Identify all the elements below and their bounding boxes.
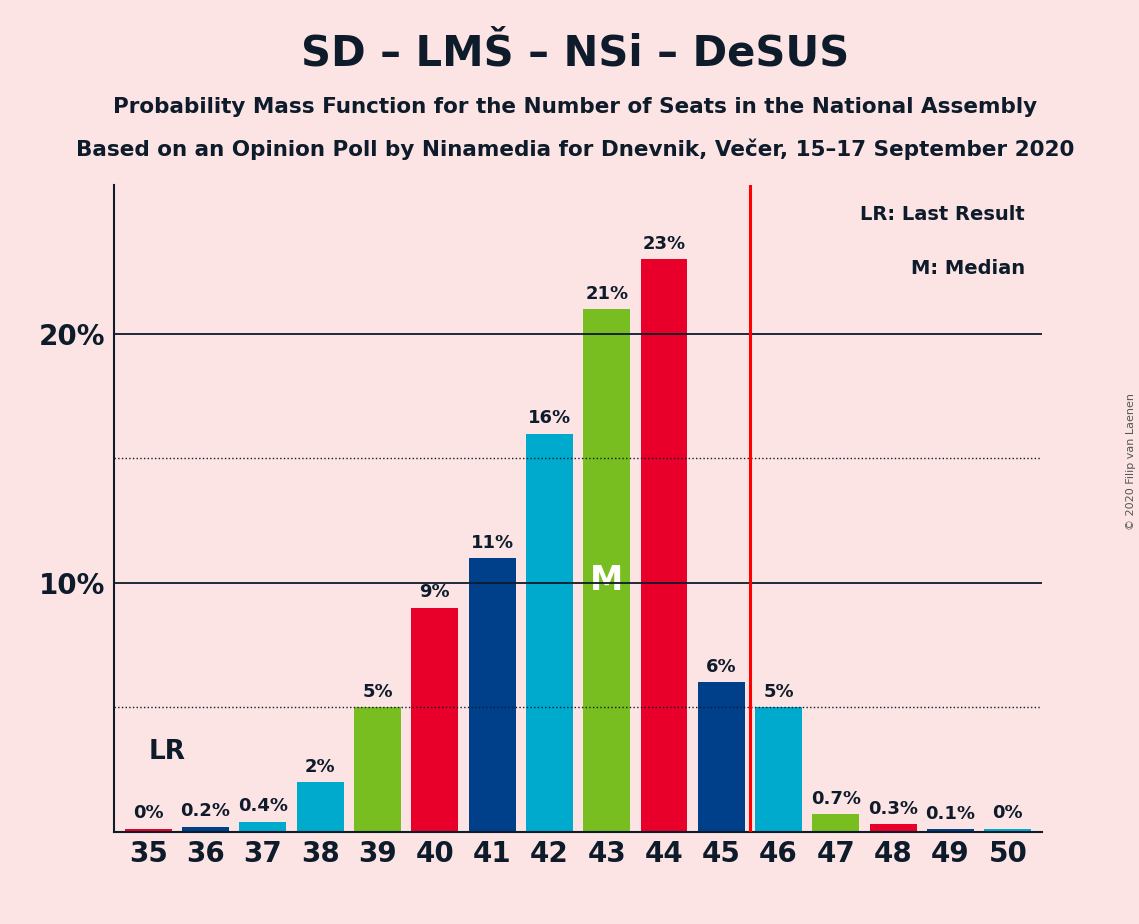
Bar bbox=[870, 824, 917, 832]
Text: LR: Last Result: LR: Last Result bbox=[860, 205, 1025, 224]
Bar bbox=[411, 608, 458, 832]
Text: 23%: 23% bbox=[642, 236, 686, 253]
Text: 6%: 6% bbox=[706, 658, 737, 676]
Text: M: M bbox=[590, 565, 623, 597]
Text: 2%: 2% bbox=[305, 758, 336, 775]
Text: 5%: 5% bbox=[763, 683, 794, 701]
Text: 0.4%: 0.4% bbox=[238, 797, 288, 816]
Text: 0.7%: 0.7% bbox=[811, 790, 861, 808]
Bar bbox=[125, 829, 172, 832]
Bar bbox=[182, 827, 229, 832]
Text: SD – LMŠ – NSi – DeSUS: SD – LMŠ – NSi – DeSUS bbox=[301, 32, 850, 74]
Bar bbox=[640, 260, 688, 832]
Bar bbox=[984, 829, 1031, 832]
Text: Based on an Opinion Poll by Ninamedia for Dnevnik, Večer, 15–17 September 2020: Based on an Opinion Poll by Ninamedia fo… bbox=[76, 139, 1074, 160]
Bar bbox=[583, 310, 630, 832]
Text: M: Median: M: Median bbox=[911, 260, 1025, 278]
Bar bbox=[698, 682, 745, 832]
Text: 21%: 21% bbox=[585, 285, 629, 303]
Text: 0.2%: 0.2% bbox=[181, 802, 230, 821]
Bar bbox=[354, 707, 401, 832]
Bar bbox=[755, 707, 802, 832]
Text: 16%: 16% bbox=[527, 409, 571, 427]
Bar bbox=[239, 821, 286, 832]
Text: 0.3%: 0.3% bbox=[868, 800, 918, 818]
Bar bbox=[296, 782, 344, 832]
Text: 0%: 0% bbox=[133, 805, 164, 822]
Text: Probability Mass Function for the Number of Seats in the National Assembly: Probability Mass Function for the Number… bbox=[113, 97, 1038, 117]
Bar bbox=[526, 433, 573, 832]
Text: LR: LR bbox=[148, 739, 186, 765]
Text: 9%: 9% bbox=[419, 583, 450, 602]
Bar bbox=[468, 558, 516, 832]
Bar bbox=[927, 829, 974, 832]
Text: 11%: 11% bbox=[470, 534, 514, 552]
Text: 0%: 0% bbox=[992, 805, 1023, 822]
Text: 5%: 5% bbox=[362, 683, 393, 701]
Text: 0.1%: 0.1% bbox=[926, 805, 975, 823]
Bar bbox=[812, 814, 860, 832]
Text: © 2020 Filip van Laenen: © 2020 Filip van Laenen bbox=[1126, 394, 1136, 530]
